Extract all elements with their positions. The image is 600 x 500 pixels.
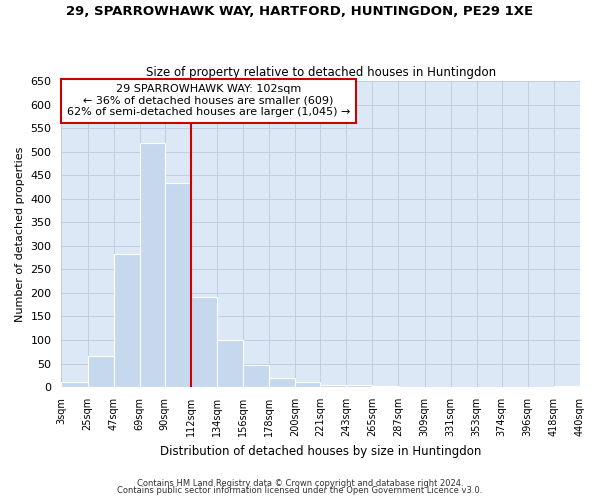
Title: Size of property relative to detached houses in Huntingdon: Size of property relative to detached ho… [146,66,496,78]
Bar [191,296,217,387]
Bar [61,382,88,387]
Bar [295,382,320,387]
Bar [243,366,269,387]
Bar [269,378,295,387]
Bar [320,384,346,387]
Text: 29, SPARROWHAWK WAY, HARTFORD, HUNTINGDON, PE29 1XE: 29, SPARROWHAWK WAY, HARTFORD, HUNTINGDO… [67,5,533,18]
Bar [88,356,113,387]
Bar [554,386,580,387]
Bar [164,183,191,387]
Bar [113,254,140,387]
Y-axis label: Number of detached properties: Number of detached properties [15,146,25,322]
Text: Contains HM Land Registry data © Crown copyright and database right 2024.: Contains HM Land Registry data © Crown c… [137,478,463,488]
Text: Contains public sector information licensed under the Open Government Licence v3: Contains public sector information licen… [118,486,482,495]
Bar [346,384,373,387]
Bar [373,386,398,387]
X-axis label: Distribution of detached houses by size in Huntingdon: Distribution of detached houses by size … [160,444,481,458]
Bar [140,142,164,387]
Bar [217,340,243,387]
Text: 29 SPARROWHAWK WAY: 102sqm
← 36% of detached houses are smaller (609)
62% of sem: 29 SPARROWHAWK WAY: 102sqm ← 36% of deta… [67,84,350,117]
